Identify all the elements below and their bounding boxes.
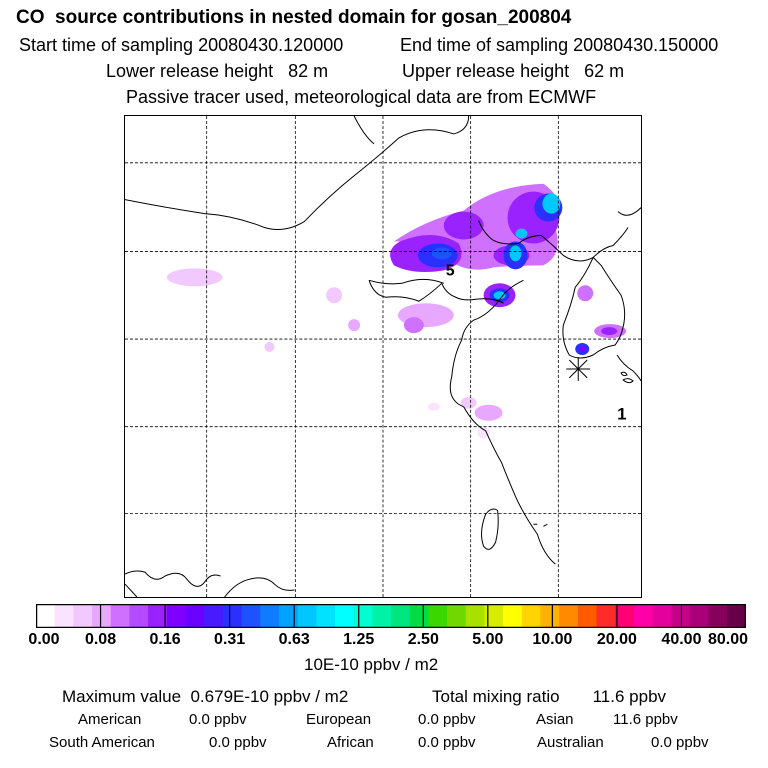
color-bar-swatch xyxy=(372,604,392,628)
end-time: End time of sampling 20080430.150000 xyxy=(400,35,719,55)
african-label: African xyxy=(327,734,374,751)
color-bar-swatch xyxy=(334,604,355,628)
color-bar-tick-label: 1.25 xyxy=(343,631,375,648)
color-bar-border xyxy=(36,604,746,628)
african-value: 0.0 ppbv xyxy=(418,734,476,751)
australian-label: Australian xyxy=(537,734,604,751)
upper-release-height: Upper release height 62 m xyxy=(402,61,625,81)
color-bar-tick-label: 40.00 xyxy=(661,631,702,648)
color-bar-tick-label: 10.00 xyxy=(532,631,573,648)
color-bar-tick-label: 0.31 xyxy=(214,631,246,648)
color-bar-swatch xyxy=(521,604,541,628)
marker-5-label: 5 xyxy=(446,262,455,279)
color-bar-swatch xyxy=(428,604,448,628)
color-bar-swatch xyxy=(540,604,560,628)
color-bar-swatch xyxy=(278,604,298,628)
color-bar-swatch xyxy=(241,604,261,628)
tracer-note: Passive tracer used, meteorological data… xyxy=(126,87,597,107)
plot-title: CO source contributions in nested domain… xyxy=(16,7,572,28)
start-time: Start time of sampling 20080430.120000 xyxy=(19,35,344,55)
color-bar-swatch xyxy=(54,604,74,628)
color-bar-swatch xyxy=(92,604,112,628)
color-bar-swatch xyxy=(577,604,597,628)
asian-label: Asian xyxy=(536,711,574,728)
lower-release-height: Lower release height 82 m xyxy=(106,61,329,81)
south-american-label: South American xyxy=(49,734,155,751)
australian-value: 0.0 ppbv xyxy=(651,734,709,751)
max-value: Maximum value 0.679E-10 ppbv / m2 xyxy=(62,687,349,706)
coastlines xyxy=(125,116,641,597)
color-bar-tick-label: 0.16 xyxy=(149,631,181,648)
south-american-value: 0.0 ppbv xyxy=(209,734,267,751)
asian-value: 11.6 ppbv xyxy=(613,711,678,728)
color-bar-swatch xyxy=(615,604,635,628)
graticule xyxy=(125,116,641,597)
color-bar-swatch xyxy=(596,604,616,628)
color-bar-swatch xyxy=(689,604,710,628)
color-bar-swatch xyxy=(316,604,336,628)
color-bar-units: 10E-10 ppbv / m2 xyxy=(304,655,439,674)
color-bar-tick-label: 0.00 xyxy=(28,631,60,648)
plume-field xyxy=(166,183,627,439)
european-label: European xyxy=(306,711,372,728)
color-bar xyxy=(36,604,746,628)
color-bar-swatch xyxy=(409,604,429,628)
color-bar-swatch xyxy=(633,604,653,628)
color-bar-tick-label: 0.63 xyxy=(278,631,310,648)
color-bar-swatch xyxy=(671,604,691,628)
color-bar-swatch xyxy=(185,604,205,628)
receptor-star-icon xyxy=(566,356,591,381)
color-bar-swatch xyxy=(36,604,56,628)
color-bar-swatch xyxy=(204,604,224,628)
american-value: 0.0 ppbv xyxy=(189,711,247,728)
color-bar-swatch xyxy=(484,604,504,628)
color-bar-swatch xyxy=(652,604,672,628)
color-bar-swatch xyxy=(297,604,317,628)
color-bar-tick-label: 2.50 xyxy=(407,631,439,648)
american-label: American xyxy=(78,711,142,728)
color-bar-swatch xyxy=(708,604,728,628)
color-bar-swatch xyxy=(222,604,242,628)
color-bar-tick-label: 80.00 xyxy=(707,631,749,648)
color-bar-tick-label: 20.00 xyxy=(596,631,637,648)
color-bar-swatch xyxy=(391,604,411,628)
color-bar-swatch xyxy=(503,604,523,628)
color-bar-tick-label: 5.00 xyxy=(472,631,504,648)
concentration-map: 5 1 xyxy=(124,115,642,598)
european-value: 0.0 ppbv xyxy=(418,711,476,728)
color-bar-swatch xyxy=(559,604,579,628)
marker-1-label: 1 xyxy=(617,405,626,424)
color-bar-swatch xyxy=(129,604,149,628)
color-bar-tick-label: 0.08 xyxy=(84,631,117,648)
color-bar-swatch xyxy=(73,604,93,628)
color-bar-swatch xyxy=(353,604,373,628)
total-mixing-ratio: Total mixing ratio 11.6 ppbv xyxy=(432,687,667,706)
color-bar-swatch xyxy=(447,604,467,628)
color-bar-swatch xyxy=(166,604,186,628)
color-bar-swatch xyxy=(465,604,485,628)
color-bar-swatch xyxy=(148,604,168,628)
color-bar-swatch xyxy=(727,604,746,628)
color-bar-swatch xyxy=(260,604,280,628)
color-bar-swatch xyxy=(110,604,130,628)
